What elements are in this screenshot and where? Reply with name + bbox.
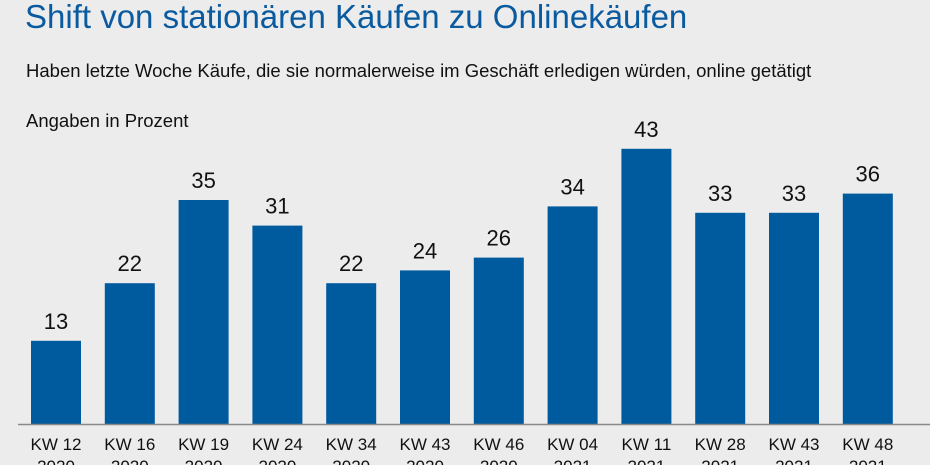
tick-label-week: KW 11: [622, 435, 672, 454]
bar: [104, 283, 155, 424]
tick-label-year: 2020: [480, 457, 518, 465]
chart-title: Shift von stationären Käufen zu Onlinekä…: [25, 0, 688, 35]
bar: [842, 193, 893, 424]
tick-label-year: 2021: [775, 457, 813, 465]
bar: [473, 257, 524, 424]
tick-label-week: KW 12: [30, 435, 81, 454]
tick-label-week: KW 24: [252, 435, 303, 454]
bar: [178, 200, 229, 424]
data-label: 36: [856, 162, 880, 187]
tick-label-week: KW 46: [473, 435, 524, 454]
tick-label-week: KW 04: [547, 435, 598, 454]
bar: [621, 148, 672, 425]
data-label: 24: [413, 238, 437, 263]
bar: [769, 212, 819, 424]
bar: [400, 270, 450, 424]
unit-label: Angaben in Prozent: [26, 110, 189, 131]
data-label: 13: [44, 309, 68, 334]
tick-label-year: 2020: [332, 457, 370, 465]
chart-subtitle: Haben letzte Woche Käufe, die sie normal…: [26, 60, 812, 81]
tick-label-week: KW 28: [695, 435, 746, 454]
data-label: 33: [782, 181, 806, 206]
tick-label-year: 2021: [554, 457, 592, 465]
tick-label-year: 2021: [849, 457, 887, 465]
tick-label-year: 2020: [258, 457, 296, 465]
data-label: 26: [487, 226, 511, 251]
data-label: 31: [265, 194, 289, 219]
bar: [547, 206, 598, 424]
data-label: 22: [118, 251, 142, 276]
data-label: 35: [191, 168, 215, 193]
data-label: 43: [634, 117, 658, 142]
bar: [326, 283, 377, 424]
tick-label-year: 2020: [111, 457, 149, 465]
tick-label-week: KW 48: [842, 435, 893, 454]
tick-label-year: 2020: [185, 457, 223, 465]
tick-label-week: KW 19: [178, 435, 229, 454]
tick-label-week: KW 43: [768, 435, 819, 454]
bar: [31, 340, 81, 424]
tick-label-year: 2020: [37, 457, 75, 465]
data-label: 34: [560, 174, 584, 199]
tick-label-year: 2021: [627, 457, 665, 465]
data-label: 22: [339, 251, 363, 276]
tick-label-year: 2021: [701, 457, 739, 465]
bar: [252, 225, 303, 424]
tick-label-week: KW 34: [326, 435, 377, 454]
tick-label-week: KW 16: [104, 435, 155, 454]
bar: [695, 212, 746, 424]
tick-label-week: KW 43: [399, 435, 450, 454]
data-label: 33: [708, 181, 732, 206]
tick-label-year: 2020: [406, 457, 444, 465]
